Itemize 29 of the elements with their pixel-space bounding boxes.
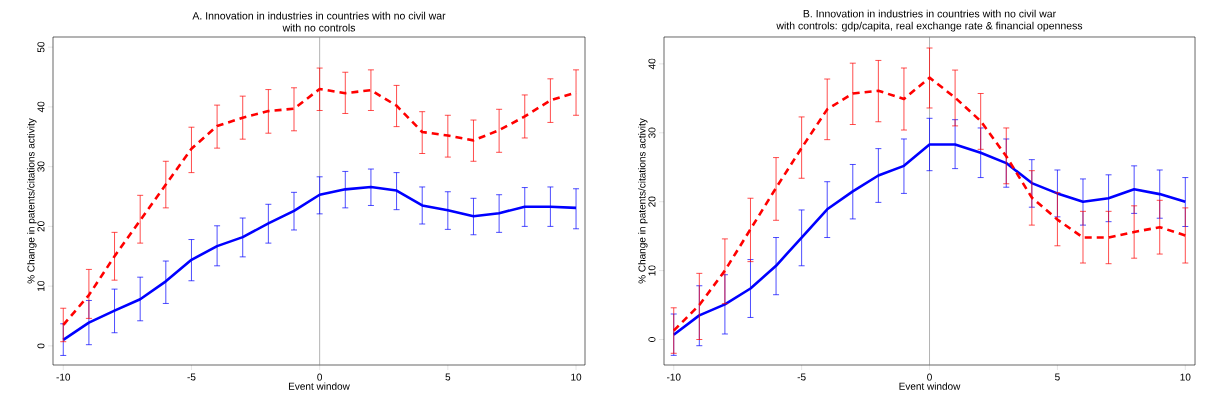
y-tick-label: 20 [648,196,656,207]
y-tick-label: 40 [648,58,656,70]
x-axis-title: Event window [899,382,961,390]
y-tick-label: 0 [37,343,45,349]
x-tick-label: 0 [317,373,323,381]
chart-subtitle: with no controls [282,23,356,32]
x-tick-label: -5 [797,373,806,381]
y-tick-label: 0 [648,337,656,342]
x-tick-label: 10 [1180,373,1191,381]
x-tick-label: -5 [187,373,196,381]
y-axis-title: % Change in patents/citations activity [27,118,37,284]
y-axis-title: % Change in patents/citations activity [638,118,648,284]
x-tick-label: -10 [666,373,681,381]
x-tick-label: 0 [927,373,932,381]
y-tick-label: 30 [37,161,45,172]
x-tick-label: 5 [1055,373,1060,381]
y-tick-label: 30 [648,127,656,138]
y-tick-label: 20 [37,221,45,232]
chart-subtitle: with controls: gdp/capita, real exchange rate & financial openness [776,21,1083,32]
chart-title: A. Innovation in industries in countries with no civil war [192,11,446,20]
y-tick-label: 10 [37,280,45,291]
x-tick-label: 5 [445,373,451,381]
y-tick-label: 50 [37,41,45,53]
x-axis-title: Event window [288,382,350,390]
y-tick-label: 10 [648,265,656,276]
x-tick-label: -10 [56,373,71,381]
y-tick-label: 40 [37,101,45,113]
x-tick-label: 10 [571,373,582,381]
chart-title: B. Innovation in industries in countries with no civil war [803,9,1056,18]
